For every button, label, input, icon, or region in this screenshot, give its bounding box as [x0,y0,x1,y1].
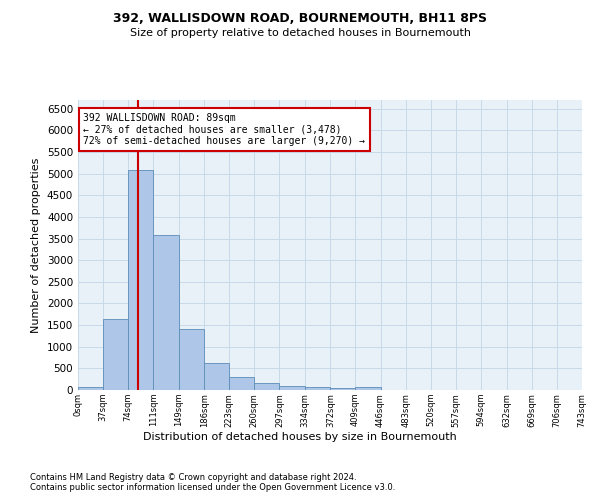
Text: Contains HM Land Registry data © Crown copyright and database right 2024.: Contains HM Land Registry data © Crown c… [30,472,356,482]
Bar [204,363,229,390]
Bar [103,319,128,390]
Bar [355,388,380,390]
Text: Size of property relative to detached houses in Bournemouth: Size of property relative to detached ho… [130,28,470,38]
Bar [254,384,280,390]
Bar [153,235,179,390]
Y-axis label: Number of detached properties: Number of detached properties [31,158,41,332]
Bar [78,387,103,390]
Bar [128,170,153,390]
Bar [280,386,305,390]
Bar [331,388,355,390]
Text: Contains public sector information licensed under the Open Government Licence v3: Contains public sector information licen… [30,484,395,492]
Text: 392 WALLISDOWN ROAD: 89sqm
← 27% of detached houses are smaller (3,478)
72% of s: 392 WALLISDOWN ROAD: 89sqm ← 27% of deta… [83,113,365,146]
Bar [179,329,204,390]
Bar [229,377,254,390]
Text: Distribution of detached houses by size in Bournemouth: Distribution of detached houses by size … [143,432,457,442]
Text: 392, WALLISDOWN ROAD, BOURNEMOUTH, BH11 8PS: 392, WALLISDOWN ROAD, BOURNEMOUTH, BH11 … [113,12,487,26]
Bar [305,388,331,390]
